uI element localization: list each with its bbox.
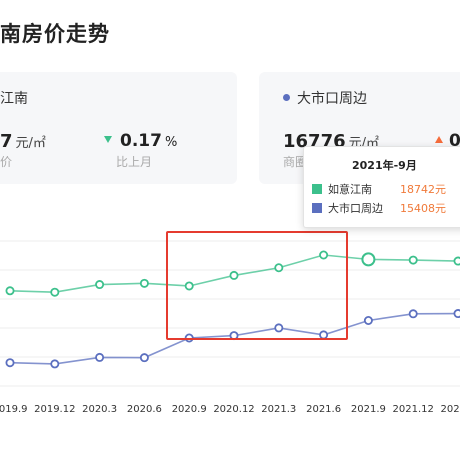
- data-point[interactable]: [95, 352, 105, 362]
- price-unit: 元/㎡: [15, 136, 46, 151]
- series-line-ruyi-jiangnan: [9, 254, 460, 294]
- price-caption: 价: [0, 155, 13, 169]
- data-point[interactable]: [274, 263, 284, 273]
- data-point[interactable]: [229, 270, 239, 280]
- data-point[interactable]: [453, 309, 460, 319]
- x-tick-label: 2021.6: [306, 404, 341, 415]
- data-point[interactable]: [50, 359, 60, 369]
- x-tick-label: 2020.3: [82, 404, 117, 415]
- x-tick-label: 2019.9: [0, 404, 28, 415]
- x-tick-label: 2021.9: [351, 404, 386, 415]
- x-tick-label: 2020.6: [127, 404, 162, 415]
- arrow-down-icon: [104, 136, 112, 143]
- page-title: 南房价走势: [0, 22, 110, 46]
- tooltip-series-value: 18742元: [400, 183, 446, 196]
- legend-swatch-icon: [312, 184, 322, 194]
- card-region-name: 江南: [0, 91, 28, 107]
- chart-grid: [0, 240, 460, 387]
- data-point[interactable]: [408, 255, 418, 265]
- data-point[interactable]: [319, 250, 329, 260]
- tooltip-series-value: 15408元: [400, 202, 446, 215]
- chart-tooltip: 2021年-9月 如意江南 18742元 大市口周边 15408元: [303, 146, 460, 228]
- tooltip-row: 如意江南 18742元: [312, 181, 446, 197]
- change-value: 0.17: [120, 131, 162, 151]
- data-point[interactable]: [184, 281, 194, 291]
- data-point[interactable]: [5, 286, 15, 296]
- data-point[interactable]: [274, 323, 284, 333]
- data-point[interactable]: [95, 280, 105, 290]
- highlight-box: [166, 231, 348, 340]
- region-card-jiangnan[interactable]: 江南 7 元/㎡ 价 0.17% 比上月: [0, 72, 237, 184]
- month-change: 0.17%: [104, 131, 177, 151]
- legend-swatch-icon: [312, 203, 322, 213]
- price-caption: 商圈: [283, 155, 308, 169]
- data-point[interactable]: [361, 252, 376, 267]
- price-value: 7: [0, 131, 13, 152]
- data-point[interactable]: [5, 358, 15, 368]
- x-tick-label: 2020.12: [213, 404, 254, 415]
- tooltip-series-name: 如意江南: [328, 183, 372, 196]
- tooltip-row: 大市口周边 15408元: [312, 200, 446, 216]
- data-point[interactable]: [408, 309, 418, 319]
- card-region-name: 大市口周边: [297, 91, 367, 107]
- x-axis-ticks: 2019.9 2019.12 2020.3 2020.6 2020.9 2020.12 20…: [0, 404, 460, 415]
- change-unit: %: [164, 135, 178, 150]
- data-point[interactable]: [139, 278, 149, 288]
- series-dot-icon: [283, 94, 290, 101]
- x-tick-label: 2021.3: [261, 404, 296, 415]
- avg-price: 7 元/㎡: [0, 131, 46, 152]
- data-point[interactable]: [50, 287, 60, 297]
- data-point[interactable]: [139, 353, 149, 363]
- series-line-dashikou: [9, 312, 460, 365]
- data-point[interactable]: [453, 256, 460, 266]
- x-tick-label: 2021.12: [393, 404, 434, 415]
- chart-series: [5, 250, 460, 369]
- data-point[interactable]: [363, 315, 373, 325]
- arrow-up-icon: [435, 136, 443, 143]
- tooltip-series-name: 大市口周边: [328, 202, 383, 215]
- x-tick-label: 2019.12: [34, 404, 75, 415]
- change-value: 0: [449, 131, 460, 151]
- tooltip-date: 2021年-9月: [352, 159, 417, 172]
- x-tick-label: 2020.9: [172, 404, 207, 415]
- change-caption: 比上月: [116, 155, 153, 169]
